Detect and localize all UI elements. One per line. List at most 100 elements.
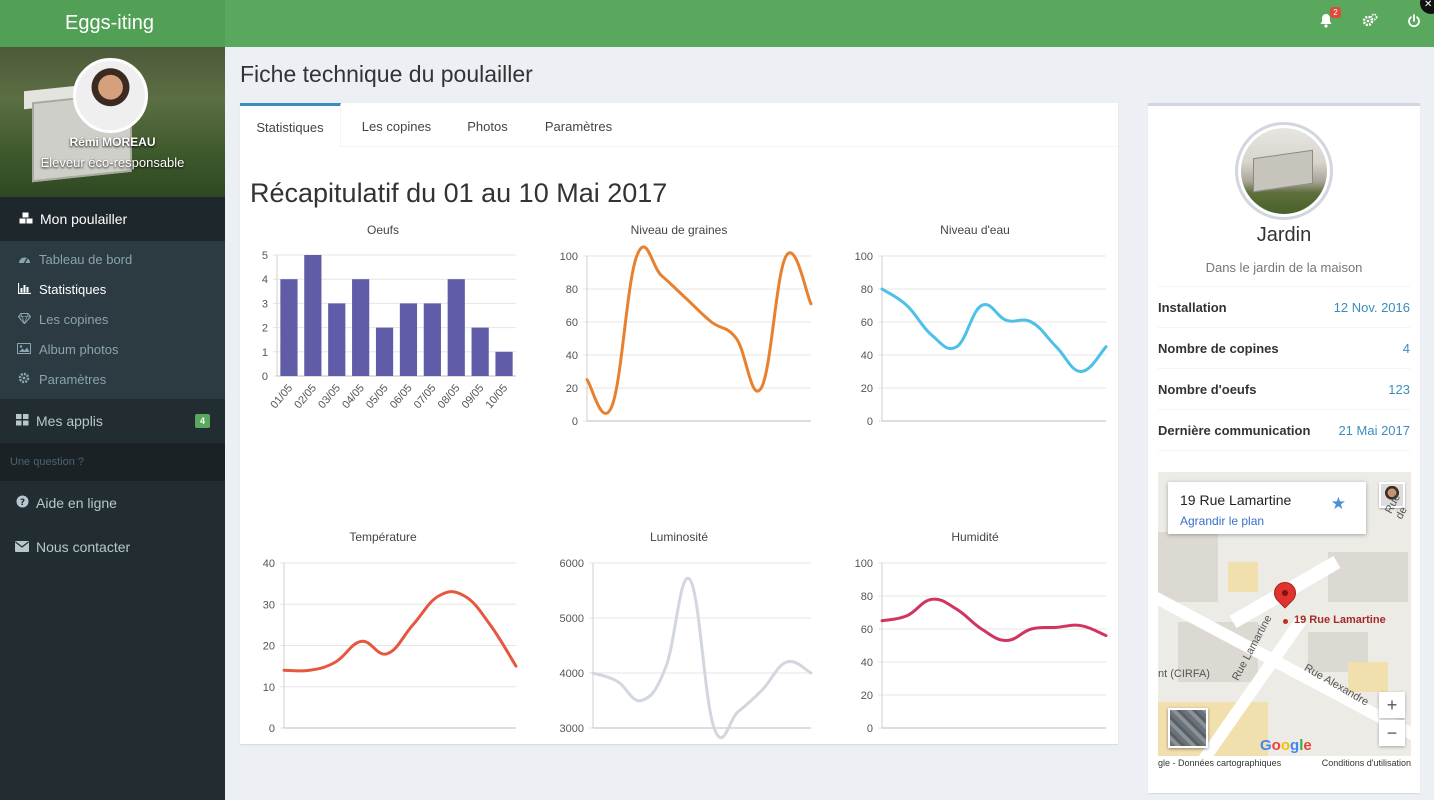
map-zoom-out-button[interactable]: − bbox=[1379, 720, 1405, 746]
map-street-label: nt (CIRFA) bbox=[1158, 668, 1210, 680]
tab-photos[interactable]: Photos bbox=[467, 119, 508, 134]
map[interactable]: 19 Rue Lamartine Agrandir le plan ★ 19 R… bbox=[1158, 472, 1411, 756]
sidebar-item-statistiques[interactable]: Statistiques bbox=[0, 275, 225, 305]
user-name: Rémi MOREAU bbox=[69, 135, 156, 149]
detail-row-communication: Dernière communication 21 Mai 2017 bbox=[1158, 410, 1410, 451]
series-line bbox=[585, 245, 813, 415]
recap-title: Récapitulatif du 01 au 10 Mai 2017 bbox=[250, 178, 668, 208]
y-tick-label: 4000 bbox=[560, 668, 584, 680]
tab-parametres[interactable]: Paramètres bbox=[544, 119, 613, 134]
y-tick-label: 5 bbox=[262, 250, 268, 262]
map-terms-link[interactable]: Conditions d'utilisation bbox=[1321, 758, 1411, 768]
power-icon bbox=[1407, 14, 1421, 32]
bell-icon bbox=[1319, 14, 1333, 32]
map-address-title: 19 Rue Lamartine bbox=[1180, 492, 1292, 508]
y-tick-label: 0 bbox=[572, 416, 578, 428]
chart-1: Oeufs 0 1 2 3 4 5 01/0502/0503/0504/0505/0506/0… bbox=[262, 223, 516, 411]
y-tick-label: 20 bbox=[861, 383, 873, 395]
statistics-panel: Statistiques Les copines Photos Paramètr… bbox=[240, 103, 1118, 744]
detail-value[interactable]: 123 bbox=[1388, 382, 1410, 397]
map-zoom-in-button[interactable]: + bbox=[1379, 692, 1405, 718]
series-line bbox=[880, 597, 1108, 643]
x-tick-label: 02/05 bbox=[292, 382, 319, 411]
y-tick-label: 2 bbox=[262, 323, 268, 335]
detail-row-copines: Nombre de copines 4 bbox=[1158, 328, 1410, 369]
coop-photo[interactable] bbox=[1235, 122, 1333, 220]
y-tick-label: 30 bbox=[263, 599, 275, 611]
app-logo[interactable]: Eggs-iting bbox=[0, 0, 225, 47]
charts-area: Oeufs 0 1 2 3 4 5 01/0502/0503/0504/0505/0506/0… bbox=[262, 223, 1108, 739]
cubes-icon bbox=[16, 198, 36, 242]
detail-value[interactable]: 21 Mai 2017 bbox=[1338, 423, 1410, 438]
y-tick-label: 0 bbox=[867, 416, 873, 428]
settings-button[interactable] bbox=[1359, 13, 1381, 35]
detail-row-installation: Installation 12 Nov. 2016 bbox=[1158, 287, 1410, 328]
sidebar-item-aide-en-ligne[interactable]: ? Aide en ligne bbox=[0, 481, 225, 525]
chart-6: Humidité 0 20 40 60 80 100 bbox=[855, 530, 1108, 735]
y-tick-label: 0 bbox=[867, 723, 873, 735]
y-tick-label: 20 bbox=[861, 690, 873, 702]
image-icon bbox=[16, 335, 32, 365]
chart-5: Luminosité 3000 4000 5000 6000 bbox=[560, 530, 813, 739]
envelope-icon bbox=[12, 526, 32, 570]
details-list: Installation 12 Nov. 2016 Nombre de copi… bbox=[1158, 286, 1410, 451]
map-enlarge-link[interactable]: Agrandir le plan bbox=[1180, 514, 1265, 528]
y-tick-label: 80 bbox=[861, 591, 873, 603]
sidebar-item-album-photos[interactable]: Album photos bbox=[0, 335, 225, 365]
google-logo: Google bbox=[1260, 737, 1312, 754]
bar bbox=[352, 279, 370, 376]
sidebar-item-label: Aide en ligne bbox=[36, 495, 117, 511]
bar bbox=[399, 303, 418, 376]
sidebar-item-nous-contacter[interactable]: Nous contacter bbox=[0, 525, 225, 569]
page-title: Fiche technique du poulailler bbox=[240, 61, 533, 87]
tab-les-copines[interactable]: Les copines bbox=[361, 119, 432, 134]
map-user-thumbnail[interactable] bbox=[1379, 482, 1405, 508]
sidebar-item-les-copines[interactable]: Les copines bbox=[0, 305, 225, 335]
y-tick-label: 60 bbox=[566, 317, 578, 329]
sidebar-item-label: Album photos bbox=[39, 342, 119, 357]
close-icon[interactable]: ✕ bbox=[1420, 0, 1434, 14]
bar bbox=[447, 279, 465, 376]
y-tick-label: 6000 bbox=[560, 558, 584, 570]
x-tick-label: 04/05 bbox=[340, 382, 367, 411]
detail-label: Nombre de copines bbox=[1158, 341, 1279, 356]
y-tick-label: 60 bbox=[861, 624, 873, 636]
sidebar-item-label: Nous contacter bbox=[36, 539, 131, 555]
map-satellite-toggle[interactable] bbox=[1168, 708, 1208, 748]
x-tick-label: 05/05 bbox=[364, 382, 391, 411]
map-footer: gle - Données cartographiques Conditions… bbox=[1158, 758, 1411, 768]
tab-statistiques[interactable]: Statistiques bbox=[240, 103, 341, 147]
y-tick-label: 40 bbox=[861, 350, 873, 362]
y-tick-label: 3 bbox=[262, 298, 268, 310]
notifications-button[interactable]: 2 bbox=[1315, 7, 1341, 35]
star-icon[interactable]: ★ bbox=[1330, 494, 1346, 513]
detail-value[interactable]: 12 Nov. 2016 bbox=[1333, 300, 1410, 315]
avatar[interactable] bbox=[73, 58, 148, 133]
tab-bar: Statistiques Les copines Photos Paramètr… bbox=[240, 103, 1118, 147]
sidebar-item-mon-poulailler[interactable]: Mon poulailler bbox=[0, 197, 225, 241]
bar bbox=[375, 327, 394, 376]
series-line bbox=[591, 576, 813, 739]
sidebar-question-header: Une question ? bbox=[0, 443, 225, 481]
y-tick-label: 80 bbox=[861, 284, 873, 296]
th-large-icon bbox=[12, 400, 32, 444]
sidebar-item-label: Statistiques bbox=[39, 282, 107, 297]
y-tick-label: 3000 bbox=[560, 723, 584, 735]
y-tick-label: 0 bbox=[269, 723, 275, 735]
logout-button[interactable] bbox=[1403, 13, 1425, 35]
y-tick-label: 100 bbox=[855, 558, 873, 570]
sidebar-item-mes-applis[interactable]: Mes applis 4 bbox=[0, 399, 225, 443]
chart-title: Niveau de graines bbox=[631, 223, 728, 237]
map-data-credit[interactable]: gle - Données cartographiques bbox=[1158, 758, 1282, 768]
x-tick-label: 07/05 bbox=[412, 382, 439, 411]
x-tick-label: 03/05 bbox=[316, 382, 343, 411]
chart-title: Niveau d'eau bbox=[940, 223, 1010, 237]
chart-4: Température 0 10 20 30 40 bbox=[263, 530, 518, 735]
sidebar-item-tableau-de-bord[interactable]: Tableau de bord bbox=[0, 245, 225, 275]
detail-value[interactable]: 4 bbox=[1402, 341, 1410, 356]
place-name: Jardin bbox=[1256, 224, 1312, 246]
sidebar-item-parametres[interactable]: Paramètres bbox=[0, 365, 225, 395]
map-pin-label: 19 Rue Lamartine bbox=[1294, 614, 1386, 626]
chart-title: Luminosité bbox=[650, 530, 708, 544]
detail-label: Dernière communication bbox=[1158, 423, 1311, 438]
